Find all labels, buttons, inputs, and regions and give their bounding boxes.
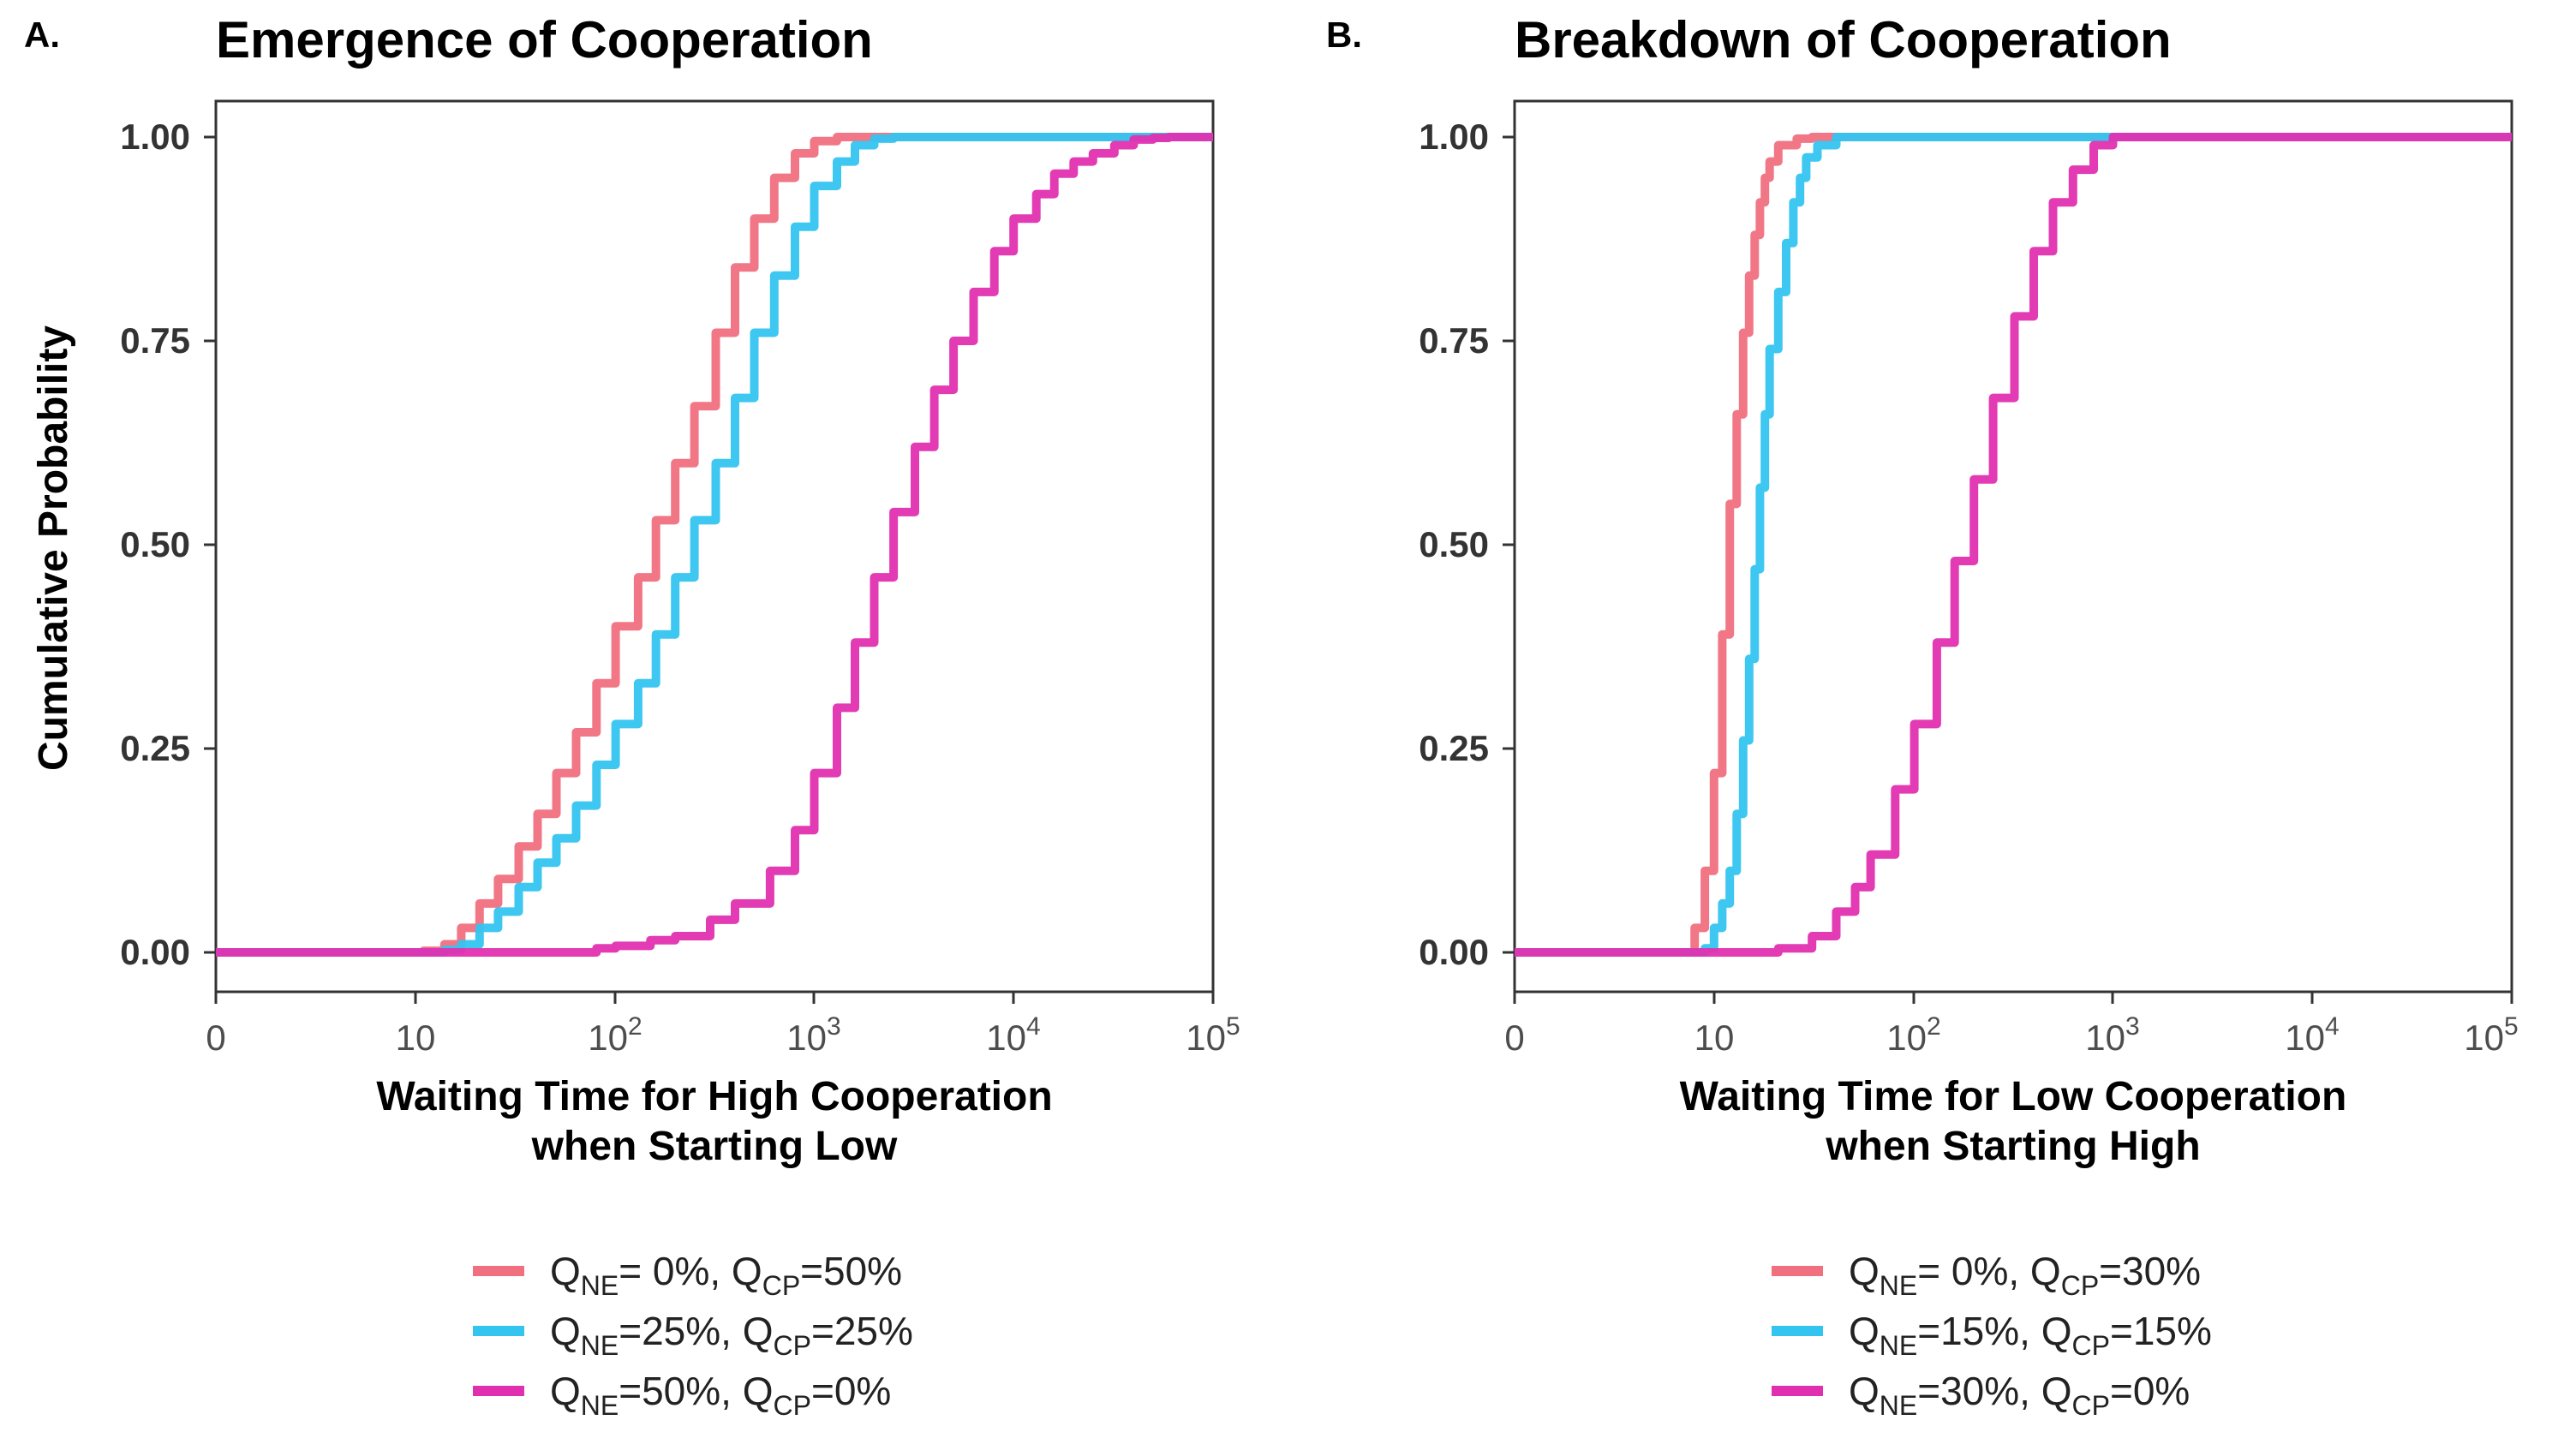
- y-tick-label: 1.00: [1419, 116, 1489, 157]
- series-line: [1515, 133, 2512, 957]
- legend: QNE= 0%, QCP=50% QNE=25%, QCP=25% QNE=50…: [473, 1249, 913, 1421]
- x-axis-title: Waiting Time for High Cooperation: [376, 1074, 1052, 1119]
- panel-letter: A.: [24, 15, 60, 55]
- series-line: [1515, 133, 2512, 957]
- x-tick-label: 102: [588, 1012, 642, 1058]
- legend-label: QNE=30%, QCP=0%: [1849, 1369, 2190, 1421]
- x-axis-title: Waiting Time for Low Cooperation: [1680, 1074, 2347, 1119]
- x-tick-label: 10: [396, 1017, 436, 1058]
- y-tick-label: 0.75: [1419, 320, 1489, 361]
- series-line: [1515, 133, 2512, 957]
- x-tick-label: 103: [2085, 1012, 2139, 1058]
- x-tick-label: 103: [786, 1012, 840, 1058]
- y-tick-label: 0.00: [1419, 932, 1489, 972]
- y-ticks: 0.00 0.25 0.50 0.75 1.00: [1419, 116, 1515, 972]
- y-tick-label: 1.00: [120, 116, 190, 157]
- plot-frame: [1513, 99, 2513, 994]
- x-tick-label: 104: [986, 1012, 1040, 1058]
- y-tick-label: 0.25: [120, 728, 190, 768]
- legend-label: QNE= 0%, QCP=30%: [1849, 1249, 2201, 1301]
- y-ticks: 0.00 0.25 0.50 0.75 1.00: [120, 116, 216, 972]
- x-ticks: 0 10 102 103 104 105: [206, 992, 1240, 1058]
- y-tick-label: 0.75: [120, 320, 190, 361]
- x-tick-label: 104: [2285, 1012, 2339, 1058]
- panel-b: B. Breakdown of Cooperation 0.00 0.25 0.…: [1326, 11, 2519, 1421]
- x-tick-label: 10: [1694, 1017, 1735, 1058]
- legend-label: QNE=50%, QCP=0%: [550, 1369, 891, 1421]
- x-tick-label: 0: [1504, 1017, 1524, 1058]
- y-axis-title: Cumulative Probability: [31, 325, 76, 771]
- series-line: [216, 133, 1213, 957]
- panel-a: A. Emergence of Cooperation 0.00 0.25 0.…: [24, 11, 1240, 1421]
- x-tick-label: 105: [2464, 1012, 2518, 1058]
- x-tick-label: 105: [1186, 1012, 1240, 1058]
- legend-label: QNE= 0%, QCP=50%: [550, 1249, 902, 1301]
- plot-series: [216, 133, 1213, 957]
- x-axis-title: when Starting High: [1825, 1124, 2200, 1169]
- series-line: [216, 133, 1213, 957]
- panel-title: Breakdown of Cooperation: [1515, 11, 2172, 69]
- x-ticks: 0 10 102 103 104 105: [1504, 992, 2519, 1058]
- series-line: [216, 133, 1213, 957]
- y-tick-label: 0.50: [1419, 524, 1489, 564]
- y-tick-label: 0.00: [120, 932, 190, 972]
- plot-frame: [214, 99, 1215, 994]
- x-tick-label: 0: [206, 1017, 225, 1058]
- legend: QNE= 0%, QCP=30% QNE=15%, QCP=15% QNE=30…: [1772, 1249, 2212, 1421]
- plot-series: [1515, 133, 2512, 957]
- legend-label: QNE=25%, QCP=25%: [550, 1309, 913, 1361]
- panel-letter: B.: [1326, 15, 1362, 55]
- y-tick-label: 0.50: [120, 524, 190, 564]
- x-axis-title: when Starting Low: [531, 1124, 898, 1169]
- y-tick-label: 0.25: [1419, 728, 1489, 768]
- x-tick-label: 102: [1886, 1012, 1940, 1058]
- legend-label: QNE=15%, QCP=15%: [1849, 1309, 2212, 1361]
- panel-title: Emergence of Cooperation: [216, 11, 873, 69]
